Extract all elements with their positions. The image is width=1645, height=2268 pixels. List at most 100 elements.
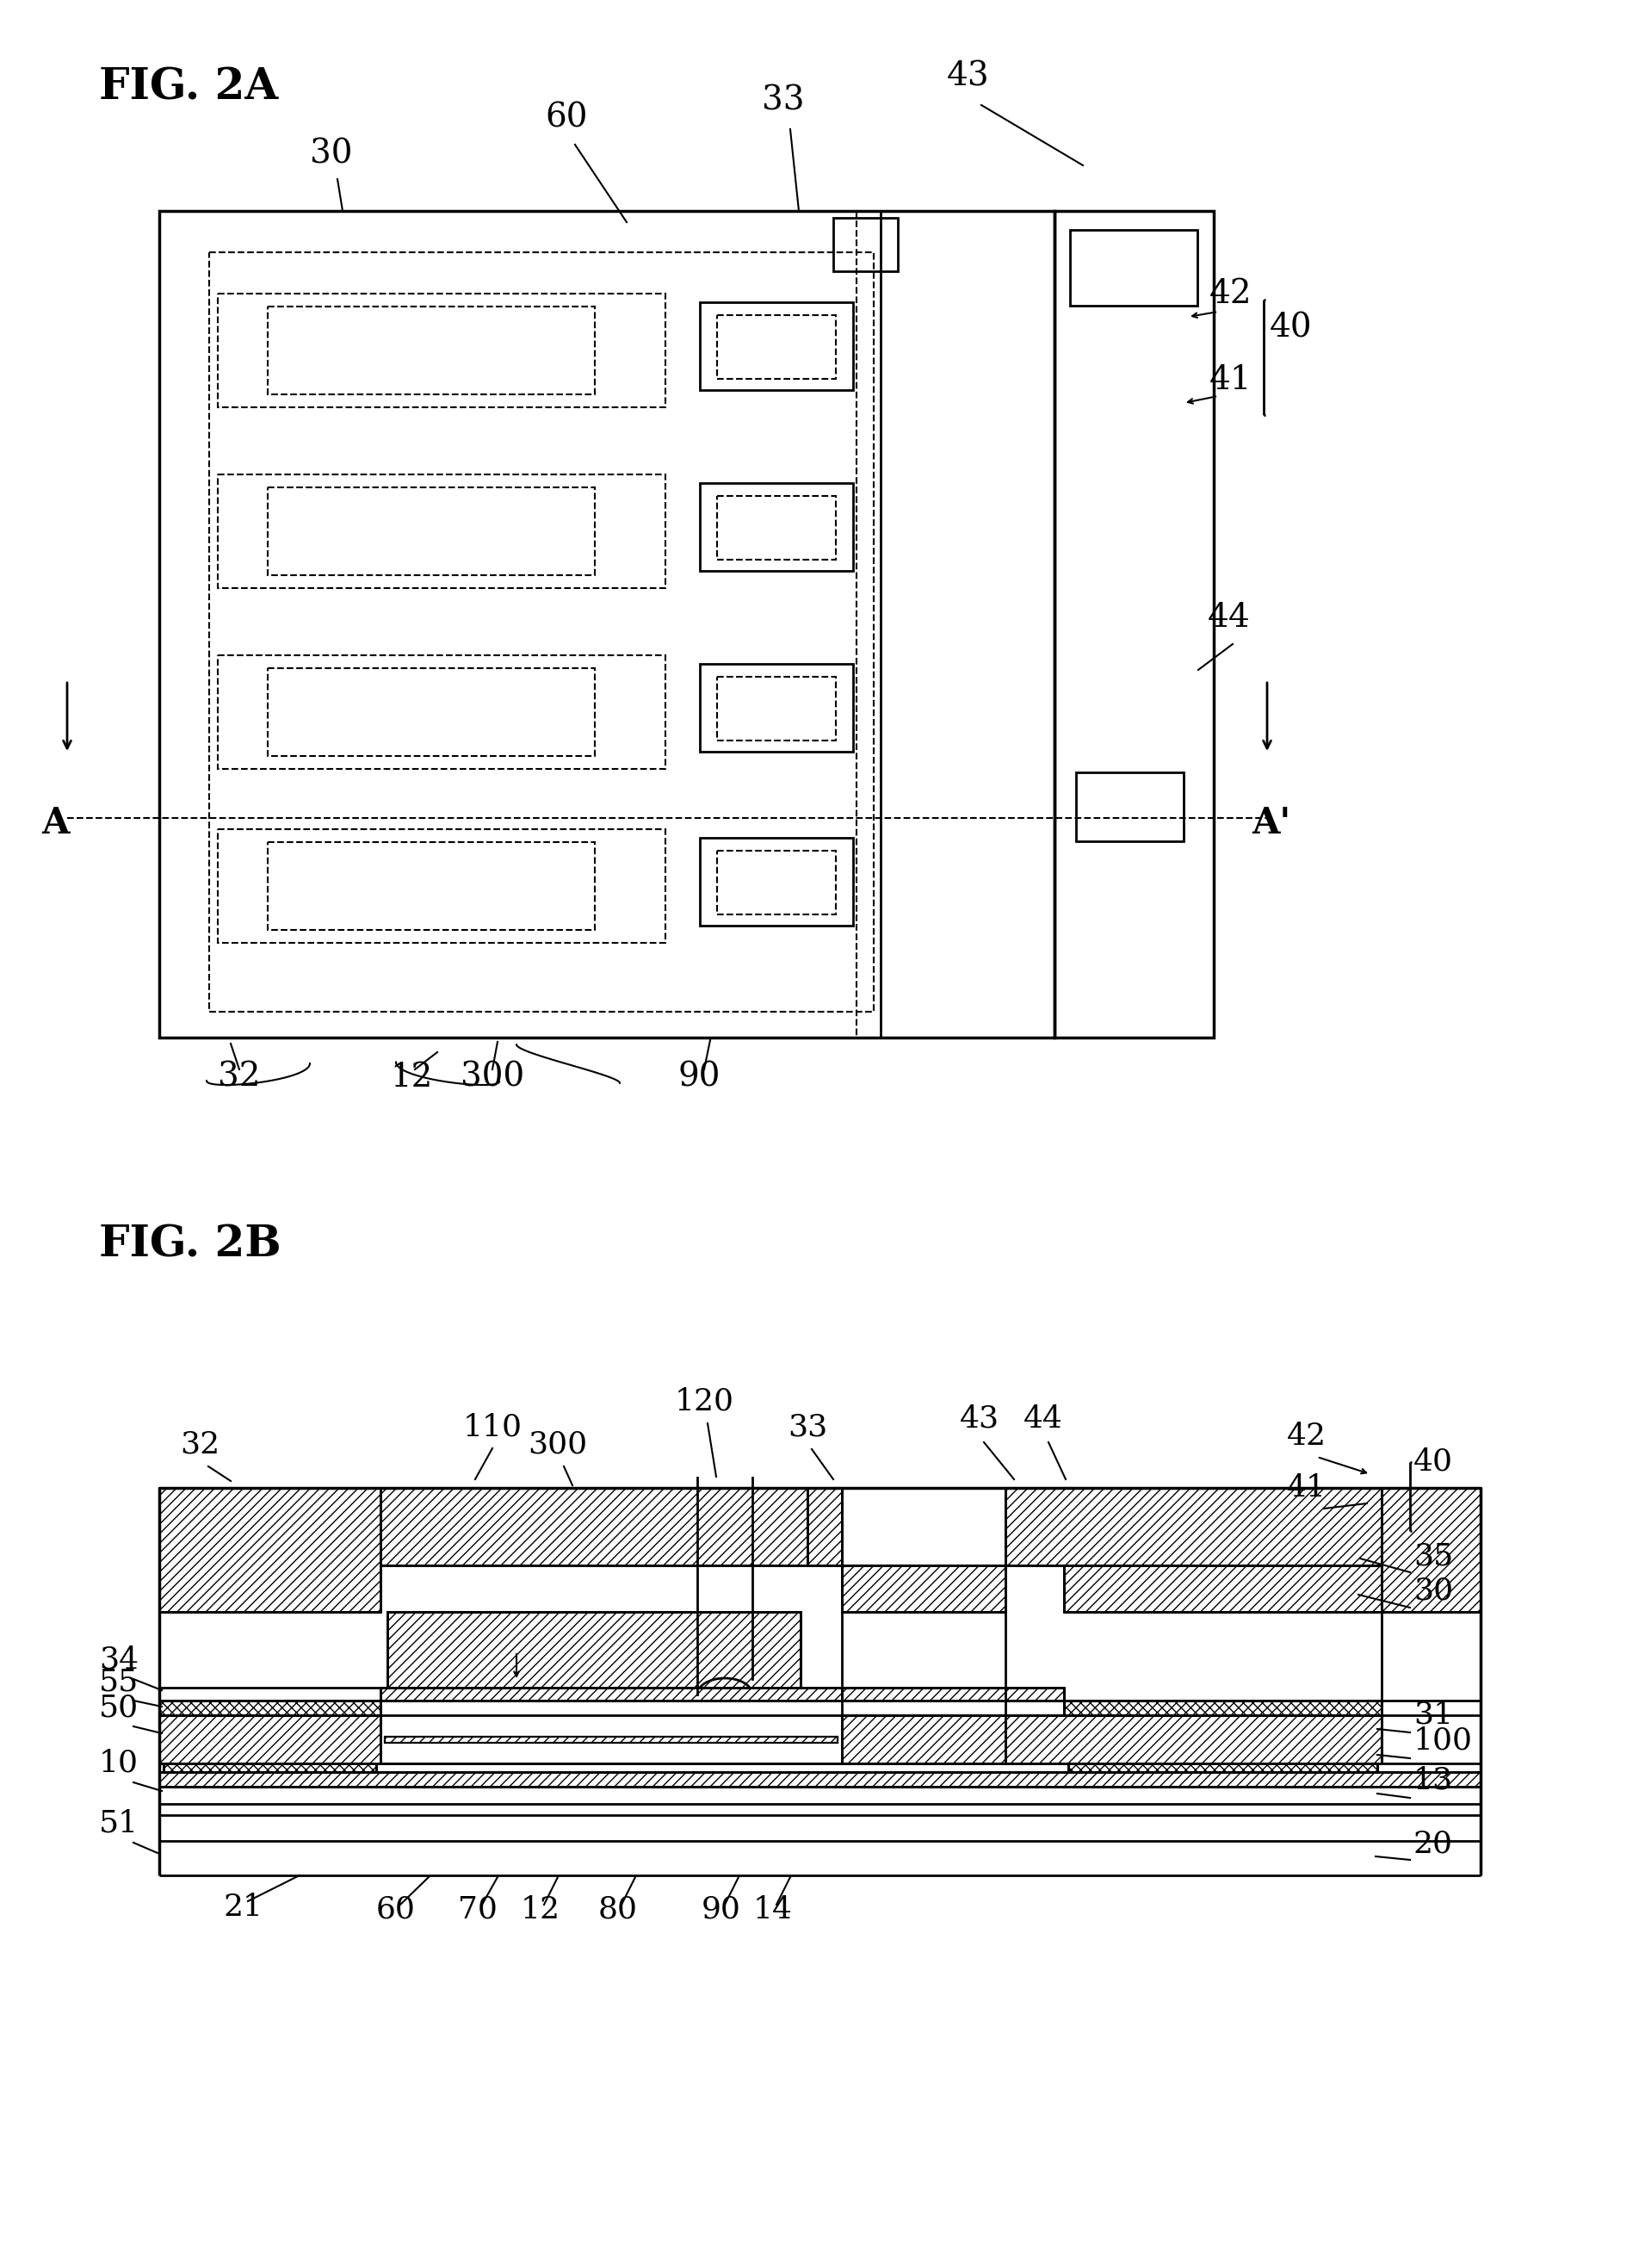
Text: 41: 41 xyxy=(1209,365,1252,397)
Text: 32: 32 xyxy=(219,1061,260,1093)
Text: A: A xyxy=(41,805,69,841)
Bar xyxy=(209,252,873,1012)
Bar xyxy=(834,218,898,272)
Bar xyxy=(1064,1565,1382,1613)
Text: 41: 41 xyxy=(1286,1474,1326,1501)
Text: 12: 12 xyxy=(390,1061,433,1093)
Text: 110: 110 xyxy=(462,1413,521,1442)
Text: 40: 40 xyxy=(1413,1447,1453,1476)
Text: 42: 42 xyxy=(1286,1422,1326,1452)
Bar xyxy=(1382,1488,1481,1613)
Text: 34: 34 xyxy=(99,1647,138,1674)
Bar xyxy=(385,1737,837,1742)
Bar xyxy=(160,1715,380,1765)
Text: 44: 44 xyxy=(1023,1404,1063,1433)
Bar xyxy=(717,850,836,914)
Bar xyxy=(160,1488,380,1613)
Text: 32: 32 xyxy=(179,1431,219,1461)
Bar xyxy=(217,474,666,587)
Bar xyxy=(808,1488,842,1565)
Text: 300: 300 xyxy=(461,1061,525,1093)
Text: FIG. 2B: FIG. 2B xyxy=(99,1225,281,1266)
Bar xyxy=(160,1488,380,1613)
Bar xyxy=(1005,1488,1382,1565)
Bar xyxy=(699,837,854,925)
Bar xyxy=(160,1701,380,1715)
Text: 90: 90 xyxy=(678,1061,721,1093)
Text: 21: 21 xyxy=(224,1892,263,1921)
Text: 55: 55 xyxy=(99,1667,138,1696)
Bar xyxy=(160,1771,1481,1787)
Bar xyxy=(717,315,836,379)
Bar xyxy=(717,497,836,560)
Text: A': A' xyxy=(1252,805,1291,841)
Text: 33: 33 xyxy=(788,1413,827,1442)
Bar xyxy=(268,669,595,755)
Bar xyxy=(160,1771,1481,1787)
Bar xyxy=(380,1488,808,1565)
Bar xyxy=(387,1613,801,1687)
Bar xyxy=(808,1488,842,1565)
Bar xyxy=(842,1715,1005,1765)
Text: 120: 120 xyxy=(674,1388,734,1418)
Bar xyxy=(160,211,1054,1036)
Bar xyxy=(380,1488,808,1565)
Bar xyxy=(699,302,854,390)
Bar xyxy=(160,1701,380,1715)
Bar xyxy=(268,841,595,930)
Bar xyxy=(268,306,595,395)
Bar xyxy=(717,676,836,739)
Text: 80: 80 xyxy=(599,1896,638,1926)
Text: 14: 14 xyxy=(753,1896,793,1926)
Text: 12: 12 xyxy=(521,1896,561,1926)
Text: 100: 100 xyxy=(1413,1726,1472,1755)
Text: 43: 43 xyxy=(948,61,990,93)
Text: 13: 13 xyxy=(1413,1767,1453,1796)
Bar xyxy=(842,1565,1005,1613)
Text: 30: 30 xyxy=(1413,1576,1453,1606)
Bar xyxy=(1064,1701,1382,1715)
Text: 44: 44 xyxy=(1207,601,1250,633)
Text: FIG. 2A: FIG. 2A xyxy=(99,68,278,109)
Bar xyxy=(217,655,666,769)
Text: 90: 90 xyxy=(702,1896,742,1926)
Bar xyxy=(699,483,854,572)
Bar xyxy=(842,1565,1005,1613)
Text: 50: 50 xyxy=(99,1692,138,1721)
Text: 60: 60 xyxy=(377,1896,416,1926)
Text: 70: 70 xyxy=(457,1896,497,1926)
Bar xyxy=(1005,1488,1382,1565)
Bar xyxy=(1068,1765,1377,1771)
Text: 42: 42 xyxy=(1209,279,1252,311)
Bar xyxy=(380,1687,842,1701)
Bar xyxy=(1382,1488,1481,1613)
Bar xyxy=(268,488,595,576)
Bar xyxy=(842,1687,1064,1701)
Bar xyxy=(1076,773,1184,841)
Bar xyxy=(217,293,666,408)
Bar xyxy=(163,1765,377,1771)
Bar xyxy=(1005,1715,1382,1765)
Bar xyxy=(387,1613,801,1687)
Text: 40: 40 xyxy=(1270,313,1313,345)
Bar xyxy=(385,1737,837,1742)
Text: 10: 10 xyxy=(99,1749,138,1778)
Bar xyxy=(163,1765,377,1771)
Text: 60: 60 xyxy=(544,102,587,134)
Bar xyxy=(1005,1715,1382,1765)
Text: 35: 35 xyxy=(1413,1542,1453,1572)
Bar xyxy=(160,1715,380,1765)
Text: 31: 31 xyxy=(1413,1701,1453,1730)
Text: 30: 30 xyxy=(311,138,352,170)
Bar xyxy=(385,1737,837,1742)
Bar xyxy=(1069,229,1198,306)
Text: 33: 33 xyxy=(762,86,804,118)
Bar xyxy=(1068,1765,1377,1771)
Bar xyxy=(1064,1565,1382,1613)
Bar xyxy=(217,830,666,943)
Bar xyxy=(1064,1701,1382,1715)
Bar xyxy=(842,1687,1064,1701)
Bar xyxy=(699,665,854,751)
Bar xyxy=(380,1687,842,1701)
Text: 300: 300 xyxy=(528,1431,587,1461)
